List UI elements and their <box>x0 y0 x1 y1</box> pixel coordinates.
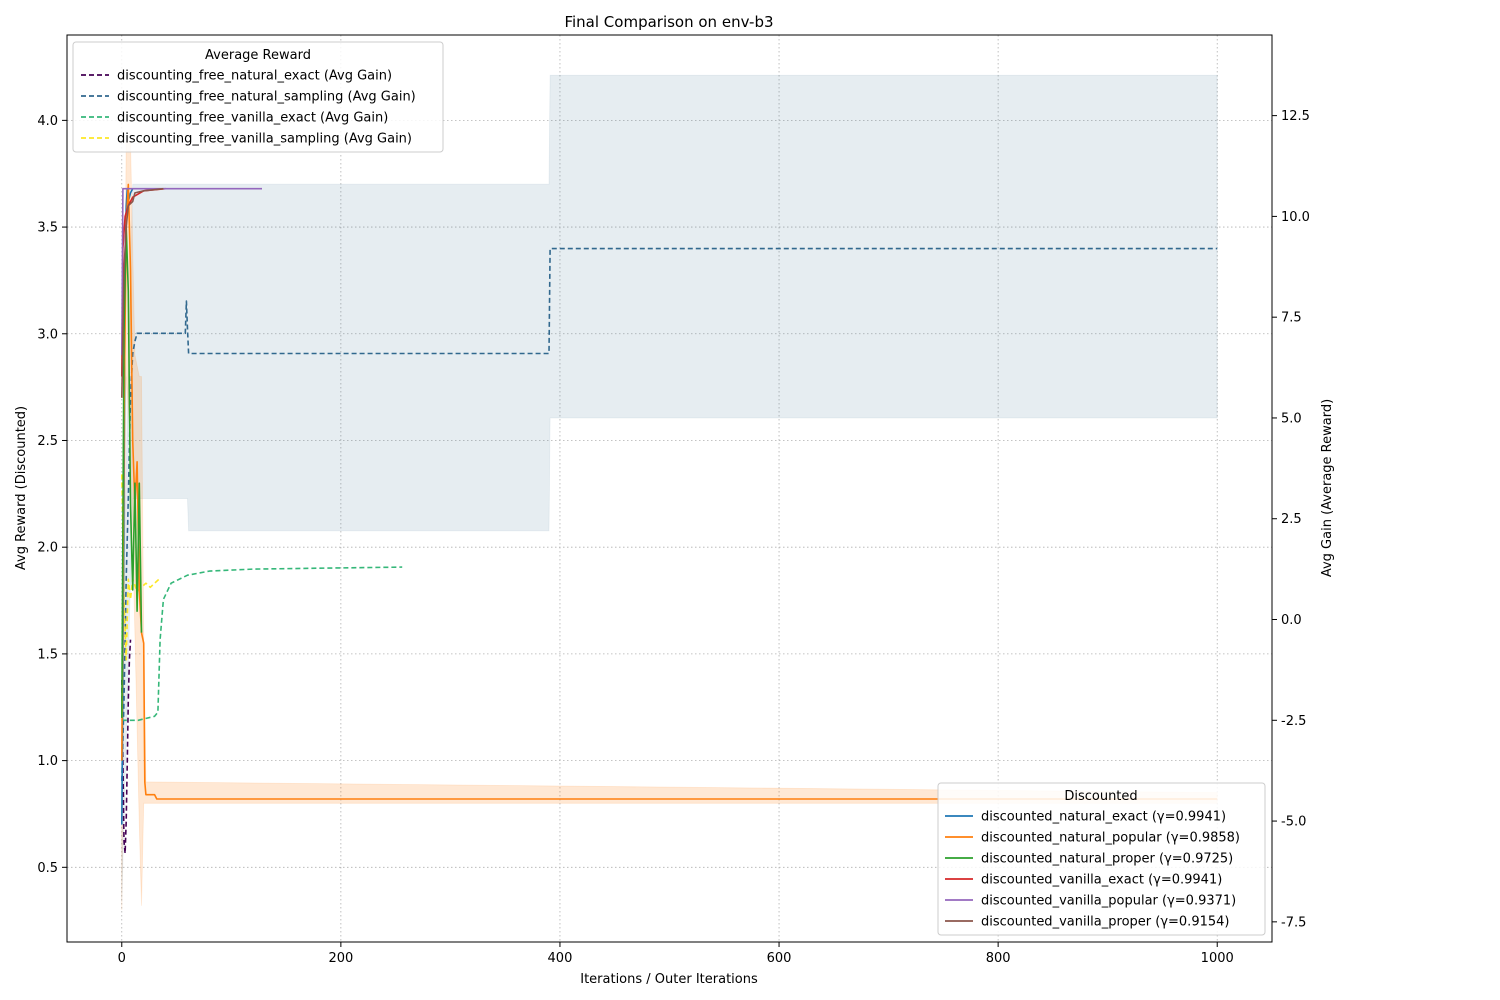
y-axis-label-right: Avg Gain (Average Reward) <box>1320 399 1335 577</box>
x-tick-label: 800 <box>986 951 1011 966</box>
y-tick-label-right: 5.0 <box>1281 411 1302 426</box>
series-line-discounted-vanilla-popular <box>121 187 262 356</box>
y-tick-label-right: 10.0 <box>1281 210 1310 225</box>
x-tick-label: 200 <box>328 951 353 966</box>
y-tick-label-left: 1.0 <box>37 754 58 769</box>
y-tick-label-right: 2.5 <box>1281 512 1302 527</box>
series-line-discounting-free-natural-sampling <box>121 247 1218 781</box>
y-axis-left: 0.5 1.0 1.5 2.0 2.5 3.0 3.5 4.0 <box>37 114 67 876</box>
legend-discounted-entry-label-3: discounted_vanilla_exact (γ=0.9941) <box>981 873 1222 888</box>
x-tick-label: 600 <box>767 951 792 966</box>
y-tick-label-left: 2.5 <box>37 434 58 449</box>
x-tick-label: 0 <box>118 951 126 966</box>
x-tick-label: 400 <box>548 951 573 966</box>
legend-average-reward-entry-label-0: discounting_free_natural_exact (Avg Gain… <box>117 69 392 84</box>
y-tick-label-right: 0.0 <box>1281 613 1302 628</box>
y-tick-label-left: 3.5 <box>37 221 58 236</box>
legend-discounted-box <box>937 782 1266 936</box>
series-line-discounting-free-vanilla-exact <box>121 566 403 722</box>
y-tick-label-left: 1.5 <box>37 647 58 662</box>
y-tick-label-left: 4.0 <box>37 114 58 129</box>
legend-average-reward: Average Reward discounting_free_natural_… <box>72 41 444 153</box>
series-line-discounting-free-vanilla-sampling <box>121 474 160 661</box>
y-axis-label-left: Avg Reward (Discounted) <box>14 406 29 570</box>
legend-average-reward-box <box>72 41 444 153</box>
legend-discounted-entry-label-1: discounted_natural_popular (γ=0.9858) <box>981 831 1240 846</box>
x-axis: 0 200 400 600 800 1000 <box>118 942 1234 966</box>
series-line-discounted-natural-proper <box>121 226 143 718</box>
plot-frame <box>66 34 1273 943</box>
legend-discounted-entry-label-5: discounted_vanilla_proper (γ=0.9154) <box>981 915 1229 930</box>
legend-discounted-title: Discounted <box>1064 789 1137 804</box>
y-tick-label-left: 0.5 <box>37 861 58 876</box>
y-tick-label-right: 7.5 <box>1281 311 1302 326</box>
y-tick-label-right: 12.5 <box>1281 109 1310 124</box>
band-discounting-free-natural-sampling <box>121 74 1218 902</box>
legend-discounted-entry-label-0: discounted_natural_exact (γ=0.9941) <box>981 810 1226 825</box>
legend-discounted: Discounted discounted_natural_exact (γ=0… <box>937 782 1266 936</box>
y-tick-label-right: -7.5 <box>1281 915 1306 930</box>
y-tick-label-left: 2.0 <box>37 541 58 556</box>
x-tick-label: 1000 <box>1201 951 1234 966</box>
legend-average-reward-entry-label-2: discounting_free_vanilla_exact (Avg Gain… <box>117 111 388 126</box>
y-tick-label-left: 3.0 <box>37 327 58 342</box>
chart-title: Final Comparison on env-b3 <box>564 13 773 31</box>
y-axis-right: -7.5 -5.0 -2.5 0.0 2.5 5.0 7.5 10.0 12.5 <box>1272 109 1310 930</box>
legend-discounted-entry-label-4: discounted_vanilla_popular (γ=0.9371) <box>981 894 1236 909</box>
legend-average-reward-entry-label-3: discounting_free_vanilla_sampling (Avg G… <box>117 132 412 147</box>
legend-average-reward-entry-label-1: discounting_free_natural_sampling (Avg G… <box>117 90 416 105</box>
y-tick-label-right: -5.0 <box>1281 815 1306 830</box>
x-axis-label: Iterations / Outer Iterations <box>580 972 758 987</box>
series-line-discounting-free-natural-exact <box>121 639 132 855</box>
series-layer <box>121 183 1218 855</box>
legend-average-reward-title: Average Reward <box>205 48 311 63</box>
legend-discounted-entry-label-2: discounted_natural_proper (γ=0.9725) <box>981 852 1233 867</box>
y-tick-label-right: -2.5 <box>1281 714 1306 729</box>
series-line-discounted-vanilla-proper <box>121 187 164 398</box>
